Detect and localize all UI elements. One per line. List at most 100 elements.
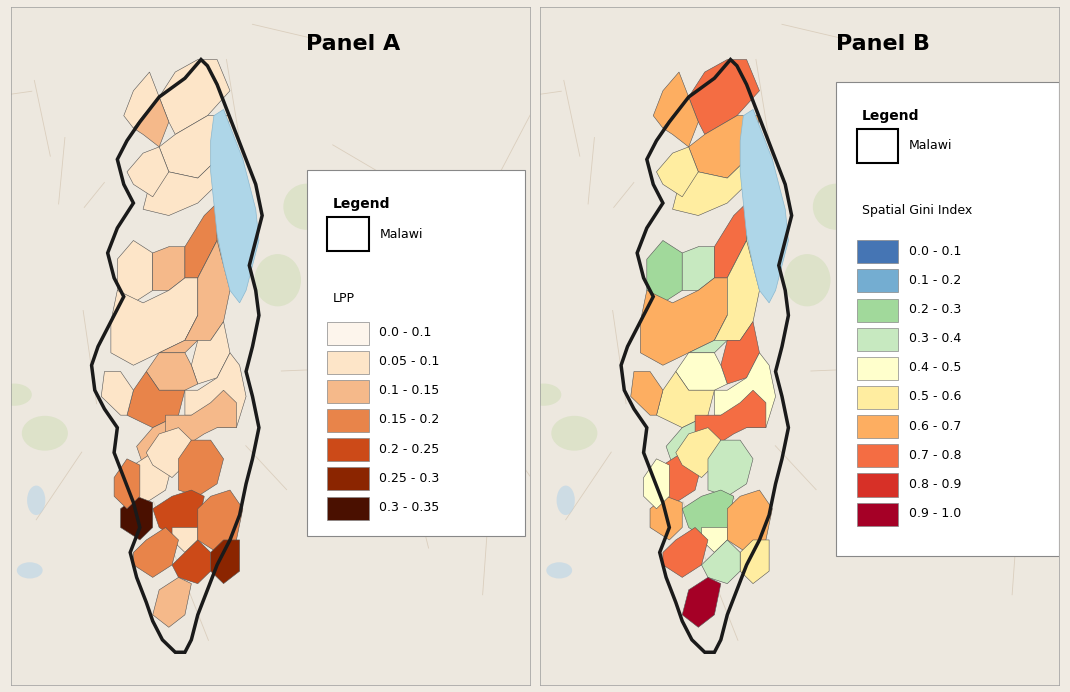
Text: 0.05 - 0.1: 0.05 - 0.1 (379, 355, 440, 368)
Ellipse shape (784, 254, 830, 307)
Bar (327, 351, 369, 374)
Polygon shape (663, 527, 708, 577)
Text: 0.25 - 0.3: 0.25 - 0.3 (379, 472, 440, 484)
Ellipse shape (526, 383, 562, 406)
Polygon shape (702, 527, 728, 552)
Bar (327, 409, 369, 432)
Polygon shape (715, 203, 747, 278)
Text: Malawi: Malawi (908, 140, 952, 152)
Bar (327, 467, 369, 491)
Text: Spatial Gini Index: Spatial Gini Index (862, 203, 973, 217)
Bar (857, 240, 899, 263)
Text: 0.2 - 0.25: 0.2 - 0.25 (379, 443, 440, 455)
Polygon shape (676, 428, 721, 477)
Polygon shape (166, 390, 236, 446)
Text: LPP: LPP (333, 292, 354, 304)
Polygon shape (211, 109, 259, 303)
Polygon shape (192, 322, 230, 384)
Polygon shape (159, 60, 230, 134)
Bar (327, 217, 369, 251)
Text: 0.3 - 0.4: 0.3 - 0.4 (908, 332, 961, 345)
Polygon shape (147, 353, 198, 390)
Polygon shape (198, 178, 243, 278)
Polygon shape (673, 153, 753, 215)
Polygon shape (657, 453, 702, 502)
Bar (857, 386, 899, 409)
Polygon shape (185, 203, 217, 278)
Polygon shape (663, 97, 699, 147)
Polygon shape (134, 97, 169, 147)
Polygon shape (179, 440, 224, 496)
Bar (857, 357, 899, 380)
FancyBboxPatch shape (836, 82, 1059, 556)
Bar (857, 129, 899, 163)
Polygon shape (127, 147, 169, 197)
Polygon shape (102, 372, 134, 415)
Polygon shape (657, 147, 699, 197)
Text: 0.9 - 1.0: 0.9 - 1.0 (908, 507, 961, 520)
Polygon shape (640, 278, 728, 365)
Ellipse shape (27, 486, 45, 515)
Ellipse shape (255, 254, 301, 307)
Polygon shape (143, 153, 224, 215)
Polygon shape (708, 440, 753, 496)
Ellipse shape (551, 416, 597, 450)
Polygon shape (728, 178, 773, 278)
Ellipse shape (556, 486, 575, 515)
Bar (327, 380, 369, 403)
Polygon shape (127, 453, 172, 502)
Polygon shape (676, 353, 728, 390)
Polygon shape (111, 278, 198, 365)
Text: Legend: Legend (862, 109, 919, 122)
Text: 0.3 - 0.35: 0.3 - 0.35 (379, 501, 440, 514)
Polygon shape (185, 353, 246, 428)
Bar (857, 328, 899, 351)
Bar (857, 269, 899, 293)
Ellipse shape (547, 563, 572, 579)
Bar (857, 473, 899, 497)
FancyBboxPatch shape (307, 170, 524, 536)
Polygon shape (127, 372, 185, 428)
Polygon shape (153, 490, 204, 540)
Polygon shape (689, 60, 760, 134)
Polygon shape (121, 496, 153, 540)
Polygon shape (134, 527, 179, 577)
Polygon shape (124, 72, 159, 128)
Text: 0.0 - 0.1: 0.0 - 0.1 (379, 326, 431, 339)
Polygon shape (643, 459, 670, 509)
Polygon shape (657, 372, 715, 428)
Bar (857, 502, 899, 526)
Text: 0.1 - 0.2: 0.1 - 0.2 (908, 274, 961, 286)
Polygon shape (651, 496, 683, 540)
Polygon shape (683, 247, 715, 291)
Text: 0.1 - 0.15: 0.1 - 0.15 (379, 384, 440, 397)
Polygon shape (198, 490, 243, 552)
Polygon shape (647, 241, 683, 303)
Ellipse shape (813, 183, 859, 230)
Polygon shape (683, 490, 734, 540)
Polygon shape (667, 415, 721, 477)
Text: 0.6 - 0.7: 0.6 - 0.7 (908, 419, 961, 432)
Text: 0.8 - 0.9: 0.8 - 0.9 (908, 478, 961, 491)
Polygon shape (740, 109, 789, 303)
Polygon shape (114, 459, 140, 509)
Text: 0.15 - 0.2: 0.15 - 0.2 (379, 413, 440, 426)
Text: 0.2 - 0.3: 0.2 - 0.3 (908, 303, 961, 316)
Bar (857, 415, 899, 438)
Polygon shape (153, 247, 185, 291)
Polygon shape (211, 540, 240, 583)
Text: Legend: Legend (333, 197, 391, 211)
Bar (327, 438, 369, 462)
Polygon shape (147, 428, 192, 477)
Bar (327, 322, 369, 345)
Ellipse shape (21, 416, 67, 450)
Polygon shape (185, 241, 230, 340)
Bar (327, 497, 369, 520)
Polygon shape (137, 415, 192, 477)
Polygon shape (715, 353, 776, 428)
Polygon shape (683, 577, 721, 628)
Polygon shape (740, 540, 769, 583)
Polygon shape (153, 577, 192, 628)
Ellipse shape (284, 183, 330, 230)
Polygon shape (696, 390, 766, 446)
